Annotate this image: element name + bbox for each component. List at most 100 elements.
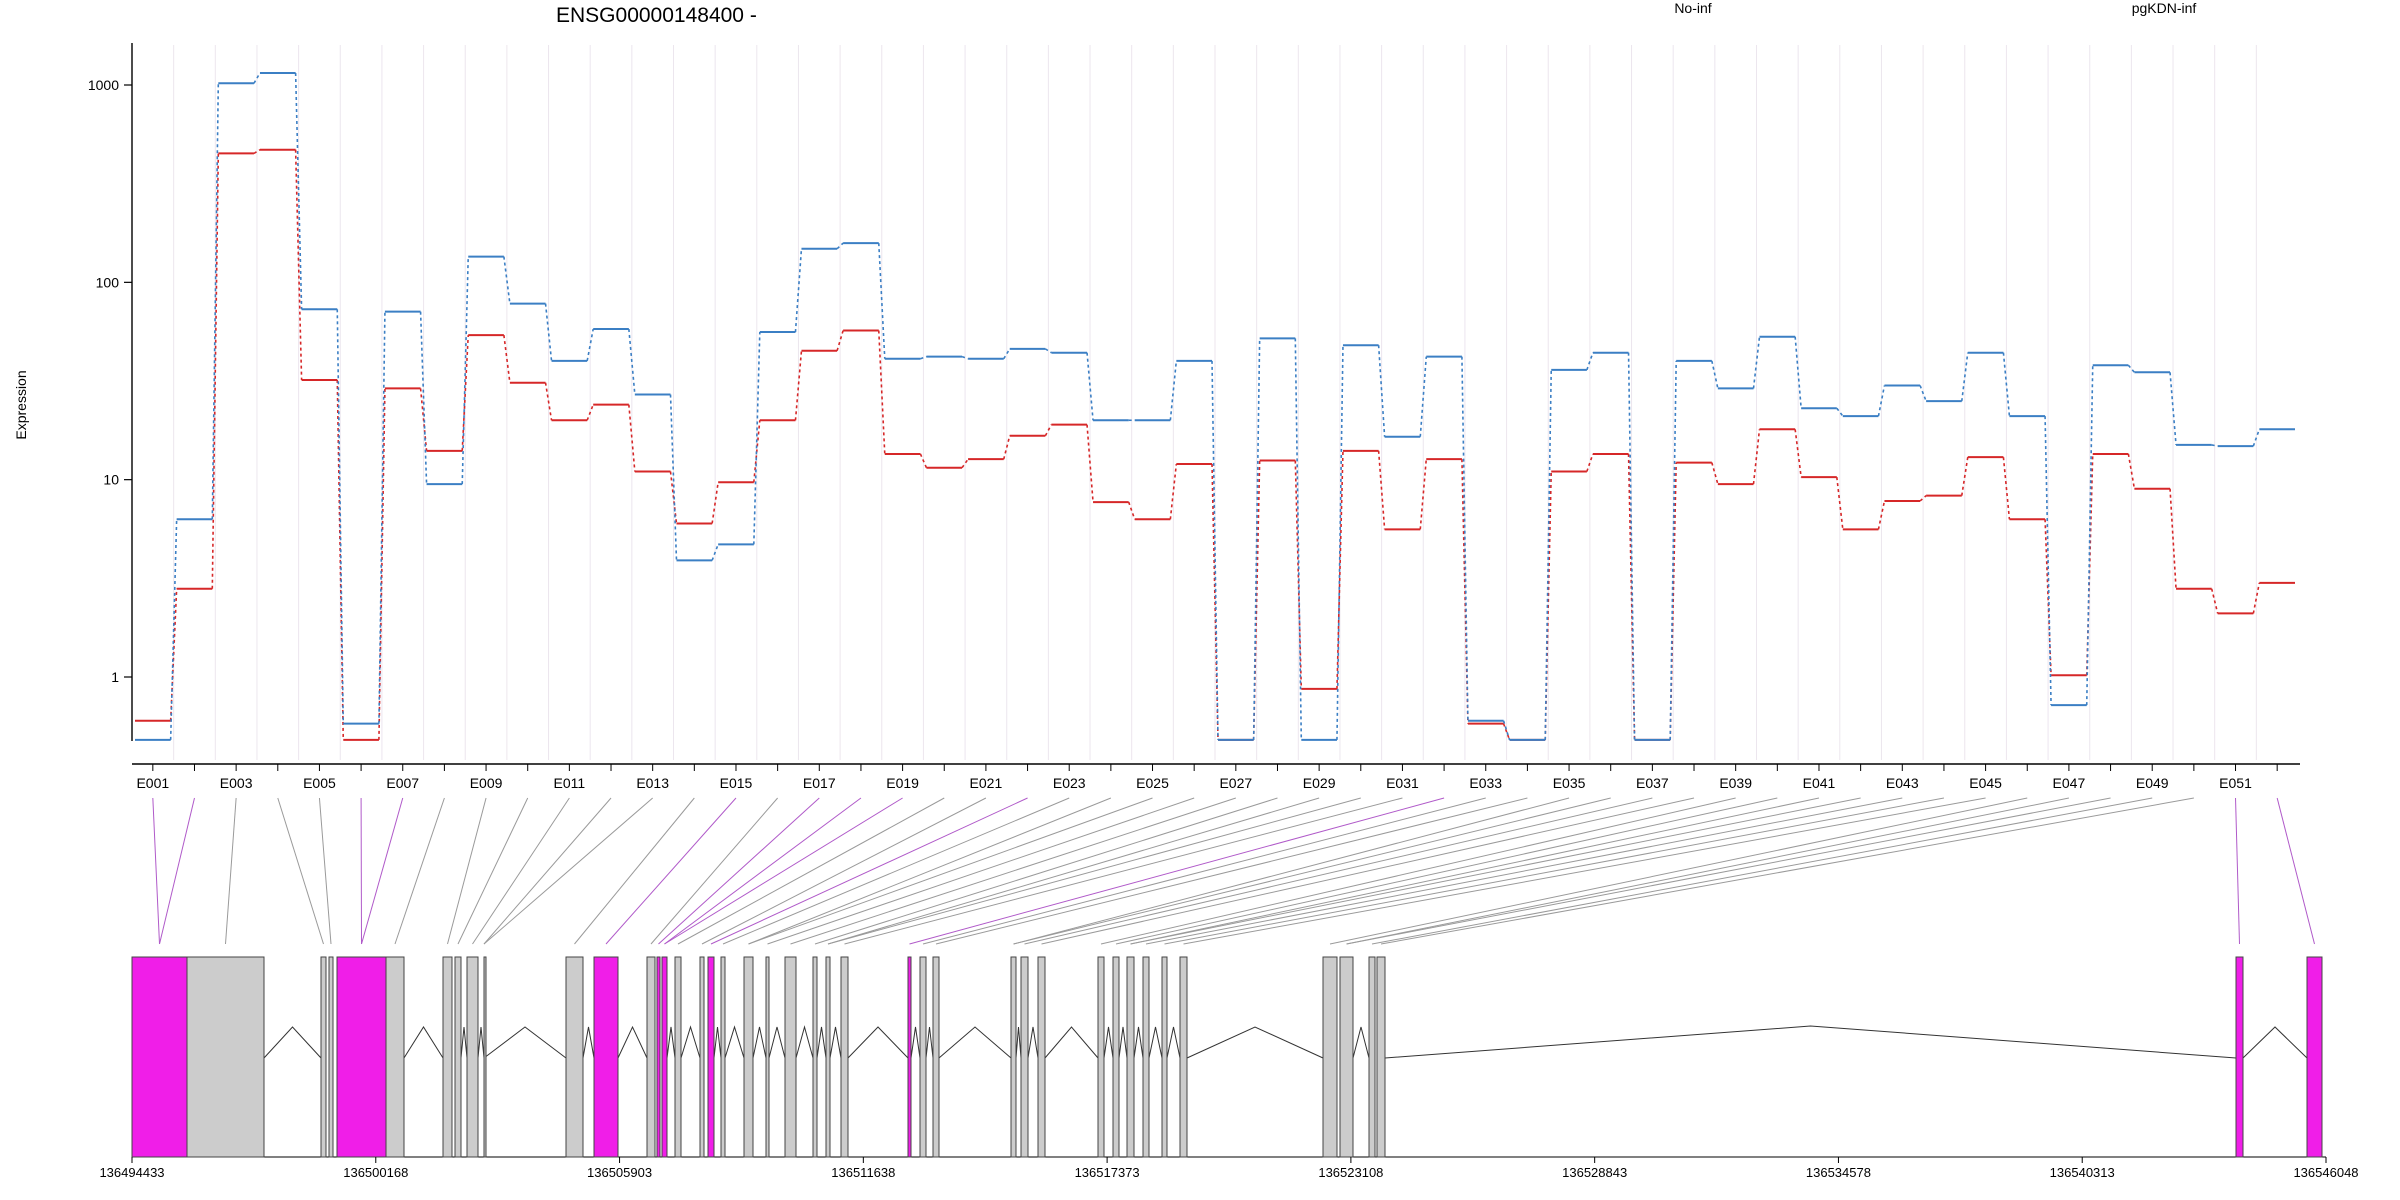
y-tick-label: 1 xyxy=(111,669,119,685)
exon-block xyxy=(1020,956,1029,1158)
exon-tick-label: E031 xyxy=(1386,775,1419,791)
coordinate-ticks: 136494433 136500168 136505903 136511638 1365… xyxy=(99,1157,2359,1180)
intron-line xyxy=(1352,1026,1370,1059)
exon-tick-label: E035 xyxy=(1553,775,1586,791)
exon-block xyxy=(784,956,797,1158)
exon-connector xyxy=(1013,797,1570,945)
series-connector xyxy=(1211,464,1219,740)
intron-line xyxy=(1166,1026,1181,1059)
series-connector xyxy=(711,482,719,524)
exon-block xyxy=(385,956,405,1158)
series-connector xyxy=(1086,352,1094,421)
axes xyxy=(131,43,2300,765)
exon-connector xyxy=(1346,797,2070,945)
x-ticks: E001 E003 E005 E007 E009 E011 E013 E015 E017 E019… xyxy=(136,764,2278,791)
intron-line xyxy=(847,1026,909,1059)
exon-connector xyxy=(1130,797,1820,945)
y-tick-label: 10 xyxy=(103,472,119,488)
intron-line xyxy=(768,1026,786,1059)
exon-connector xyxy=(318,797,332,945)
series-connector xyxy=(1377,450,1386,530)
exon-block xyxy=(1179,956,1188,1158)
series-lines xyxy=(135,72,2295,741)
exon-connector xyxy=(574,797,695,945)
series-connector xyxy=(628,404,636,472)
series-connector xyxy=(169,519,178,740)
exon-connector xyxy=(457,797,529,945)
y-tick-label: 1000 xyxy=(88,77,119,93)
exon-tick-label: E011 xyxy=(554,775,586,791)
intron-line xyxy=(263,1026,322,1059)
legend-pgkdn-inf: pgKDN-inf xyxy=(2132,0,2197,16)
exon-block xyxy=(840,956,849,1158)
intron-line xyxy=(403,1026,444,1059)
exon-block xyxy=(765,956,770,1158)
exon-block xyxy=(336,956,387,1158)
series-connector xyxy=(1877,500,1886,530)
exon-tick-label: E051 xyxy=(2219,775,2252,791)
exon-block xyxy=(454,956,462,1158)
series-connector xyxy=(1252,338,1261,740)
exon-tick-label: E003 xyxy=(220,775,253,791)
intron-line xyxy=(617,1025,648,1059)
exon-connector xyxy=(1013,797,1611,945)
exon-block xyxy=(466,956,479,1158)
intron-line xyxy=(752,1026,767,1059)
exon-connector xyxy=(1346,797,2111,945)
series-connector xyxy=(2252,582,2261,614)
exon-connector xyxy=(1329,797,2028,945)
y-tick-label: 100 xyxy=(96,274,120,290)
gene-model xyxy=(131,956,2326,1158)
series-connector xyxy=(503,335,511,383)
exon-connector xyxy=(710,797,1028,945)
exon-block xyxy=(1368,956,1376,1158)
exon-block xyxy=(593,956,619,1158)
intron-line xyxy=(483,1026,567,1059)
intron-line xyxy=(1044,1026,1099,1059)
exon-connector xyxy=(748,797,1112,945)
exon-block xyxy=(131,956,188,1158)
exon-tick-label: E027 xyxy=(1219,775,1252,791)
exon-block xyxy=(320,956,327,1158)
exon-connector xyxy=(790,797,1236,945)
series-connector xyxy=(1461,356,1469,721)
series-connector xyxy=(461,256,470,485)
exon-connector xyxy=(922,797,1486,945)
exon-block xyxy=(674,956,682,1158)
series-connector xyxy=(544,382,553,421)
exon-block xyxy=(1010,956,1017,1158)
exon-tick-label: E007 xyxy=(386,775,419,791)
exon-connector xyxy=(1183,797,1986,945)
series-connector xyxy=(1960,352,1969,402)
y-ticks: 1 10 100 1000 xyxy=(88,77,132,685)
intron-line xyxy=(460,1026,468,1059)
exon-tick-label: E029 xyxy=(1303,775,1336,791)
exon-block xyxy=(720,956,726,1158)
series-connector xyxy=(2210,588,2219,614)
series-connector xyxy=(1461,459,1469,724)
exon-connector xyxy=(1024,797,1653,945)
intron-line xyxy=(1148,1026,1163,1059)
exon-block xyxy=(1161,956,1168,1158)
exon-block xyxy=(1097,956,1105,1158)
exon-connector xyxy=(447,797,487,945)
exon-tick-label: E041 xyxy=(1803,775,1836,791)
y-axis-label: Expression xyxy=(13,370,29,439)
intron-line xyxy=(925,1026,934,1059)
exon-block xyxy=(812,956,818,1158)
exon-tick-label: E013 xyxy=(636,775,669,791)
series-connector xyxy=(211,83,220,520)
intron-line xyxy=(724,1025,745,1059)
intron-line xyxy=(795,1025,814,1059)
exon-block xyxy=(707,956,715,1158)
series-connector xyxy=(2169,372,2177,445)
series-connector xyxy=(1294,338,1303,740)
series-connector xyxy=(1336,450,1344,689)
series-connector xyxy=(1169,360,1178,421)
coordinate-tick-label: 136540313 xyxy=(2050,1165,2115,1180)
coordinate-tick-label: 136534578 xyxy=(1806,1165,1871,1180)
exon-block xyxy=(1339,956,1354,1158)
intron-line xyxy=(1027,1026,1039,1059)
intron-line xyxy=(910,1026,921,1059)
series-connector xyxy=(1919,385,1927,402)
